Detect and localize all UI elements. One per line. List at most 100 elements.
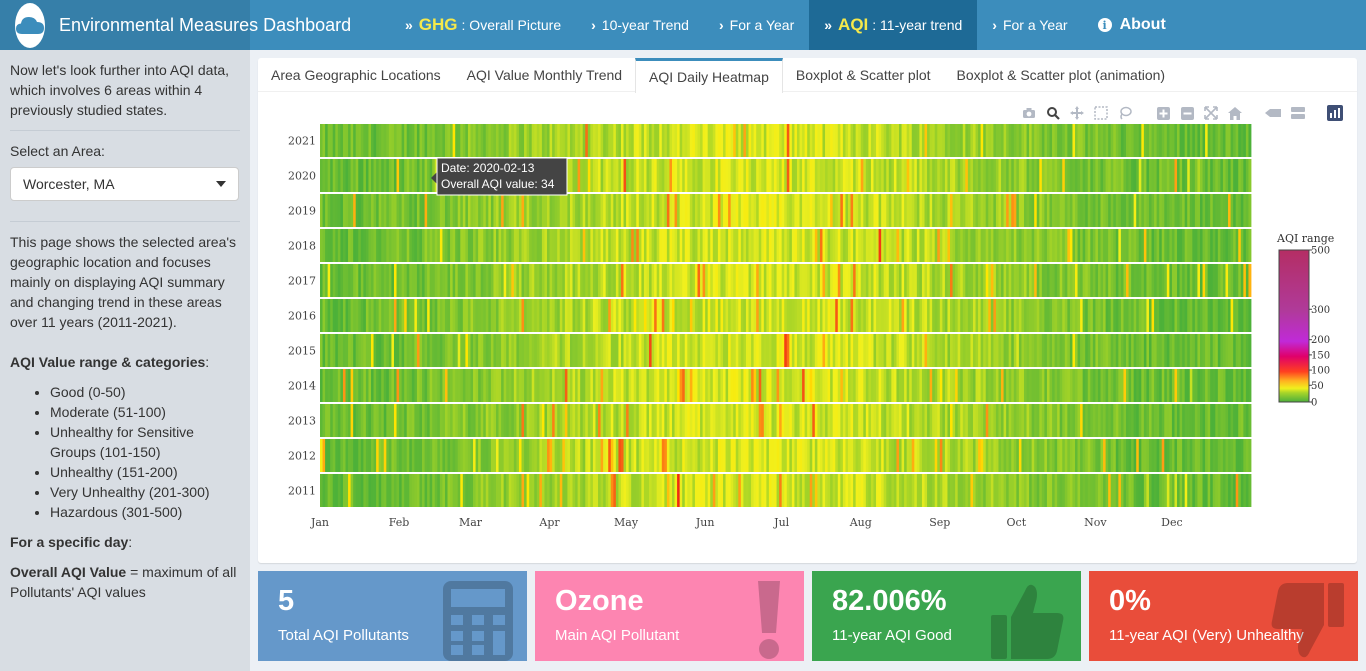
zoom-in-icon[interactable] — [1153, 103, 1173, 123]
heatmap-cell — [1046, 264, 1050, 297]
heatmap-cell — [1138, 299, 1142, 332]
heatmap-cell — [1159, 194, 1163, 227]
heatmap-cell — [1131, 264, 1135, 297]
heatmap-cell — [929, 474, 933, 507]
heatmap-cell — [835, 474, 839, 507]
list-item: Unhealthy for Sensitive Groups (101-150) — [50, 422, 240, 462]
aqi-daily-heatmap[interactable]: 2021202020192018201720162015201420132012… — [258, 92, 1357, 563]
heatmap-cell — [450, 439, 454, 472]
zoom-icon[interactable] — [1043, 103, 1063, 123]
heatmap-cell — [404, 264, 408, 297]
nav-ghg-for-a-year[interactable]: › For a Year — [704, 0, 809, 50]
heatmap-cell — [332, 124, 336, 157]
tab-boxplot-scatter-animation[interactable]: Boxplot & Scatter plot (animation) — [956, 67, 1166, 83]
heatmap-cell — [1136, 474, 1140, 507]
heatmap-cell — [1179, 194, 1183, 227]
heatmap-cell — [626, 299, 630, 332]
heatmap-cell — [373, 369, 377, 402]
heatmap-cell — [1092, 159, 1096, 192]
heatmap-cell — [1052, 439, 1055, 472]
nav-ghg-overall[interactable]: » GHG : Overall Picture — [390, 0, 576, 50]
heatmap-cell — [1103, 439, 1107, 472]
area-select[interactable]: Worcester, MA — [10, 167, 239, 201]
heatmap-cell — [608, 299, 612, 332]
heatmap-cell — [651, 474, 655, 507]
spike-lines-icon[interactable] — [1263, 103, 1283, 123]
heatmap-cell — [891, 159, 895, 192]
heatmap-cell — [796, 194, 800, 227]
heatmap-cell — [1166, 404, 1170, 437]
heatmap-cell — [541, 404, 545, 437]
heatmap-cell — [904, 229, 908, 262]
nav-about[interactable]: i About — [1083, 0, 1181, 50]
heatmap-cell — [327, 404, 331, 437]
heatmap-cell — [896, 124, 900, 157]
heatmap-cell — [557, 124, 561, 157]
autoscale-icon[interactable] — [1201, 103, 1221, 123]
heatmap-cell — [845, 194, 849, 227]
heatmap-cell — [437, 334, 441, 367]
heatmap-cell — [886, 229, 890, 262]
heatmap-cell — [761, 229, 765, 262]
box-select-icon[interactable] — [1091, 103, 1111, 123]
heatmap-cell — [1110, 194, 1114, 227]
tab-aqi-daily-heatmap[interactable]: AQI Daily Heatmap — [635, 58, 783, 93]
heatmap-cell — [896, 439, 900, 472]
heatmap-cell — [1215, 474, 1219, 507]
heatmap-cell — [1146, 159, 1150, 192]
heatmap-cell — [967, 229, 971, 262]
heatmap-cell — [1215, 159, 1219, 192]
heatmap-cell — [1044, 124, 1048, 157]
heatmap-cell — [1151, 299, 1155, 332]
compare-hover-icon[interactable] — [1287, 103, 1307, 123]
heatmap-cell — [618, 229, 622, 262]
heatmap-cell — [1075, 404, 1078, 437]
tab-aqi-monthly-trend[interactable]: AQI Value Monthly Trend — [466, 67, 623, 83]
home-icon[interactable] — [1225, 103, 1245, 123]
plotly-logo-icon[interactable] — [1325, 103, 1345, 123]
heatmap-cell — [1197, 439, 1201, 472]
heatmap-cell — [909, 124, 913, 157]
heatmap-cell — [1008, 264, 1012, 297]
heatmap-cell — [467, 194, 471, 227]
heatmap-cell — [799, 404, 803, 437]
lasso-select-icon[interactable] — [1115, 103, 1135, 123]
zoom-out-icon[interactable] — [1177, 103, 1197, 123]
heatmap-cell — [881, 229, 885, 262]
heatmap-cell — [817, 334, 821, 367]
heatmap-cell — [1052, 474, 1055, 507]
heatmap-cell — [1069, 229, 1073, 262]
heatmap-cell — [881, 194, 885, 227]
heatmap-cell — [840, 334, 844, 367]
heatmap-cell — [738, 439, 742, 472]
heatmap-cell — [990, 334, 994, 367]
heatmap-cell — [1131, 334, 1135, 367]
nav-aqi-11-year-trend[interactable]: » AQI : 11-year trend — [809, 0, 978, 50]
heatmap-cell — [962, 439, 966, 472]
tab-boxplot-scatter[interactable]: Boxplot & Scatter plot — [795, 67, 931, 83]
heatmap-cell — [1085, 124, 1089, 157]
heatmap-cell — [547, 474, 550, 507]
tab-area-geographic-locations[interactable]: Area Geographic Locations — [271, 67, 441, 83]
divider — [10, 130, 240, 131]
heatmap-cell — [1018, 194, 1022, 227]
heatmap-cell — [1100, 159, 1104, 192]
heatmap-cell — [776, 229, 780, 262]
heatmap-cell — [572, 299, 576, 332]
heatmap-cell — [1085, 474, 1089, 507]
camera-icon[interactable] — [1019, 103, 1039, 123]
heatmap-cell — [480, 404, 484, 437]
heatmap-cell — [378, 299, 382, 332]
heatmap-cell — [853, 404, 857, 437]
heatmap-cell — [993, 474, 997, 507]
heatmap-cell — [789, 194, 793, 227]
heatmap-cell — [1011, 124, 1015, 157]
heatmap-cell — [444, 404, 448, 437]
nav-ghg-10-year-trend[interactable]: › 10-year Trend — [576, 0, 704, 50]
nav-aqi-for-a-year[interactable]: › For a Year — [977, 0, 1082, 50]
heatmap-cell — [485, 229, 489, 262]
heatmap-cell — [447, 439, 451, 472]
pan-icon[interactable] — [1067, 103, 1087, 123]
heatmap-cell — [437, 404, 441, 437]
heatmap-cell — [819, 474, 823, 507]
